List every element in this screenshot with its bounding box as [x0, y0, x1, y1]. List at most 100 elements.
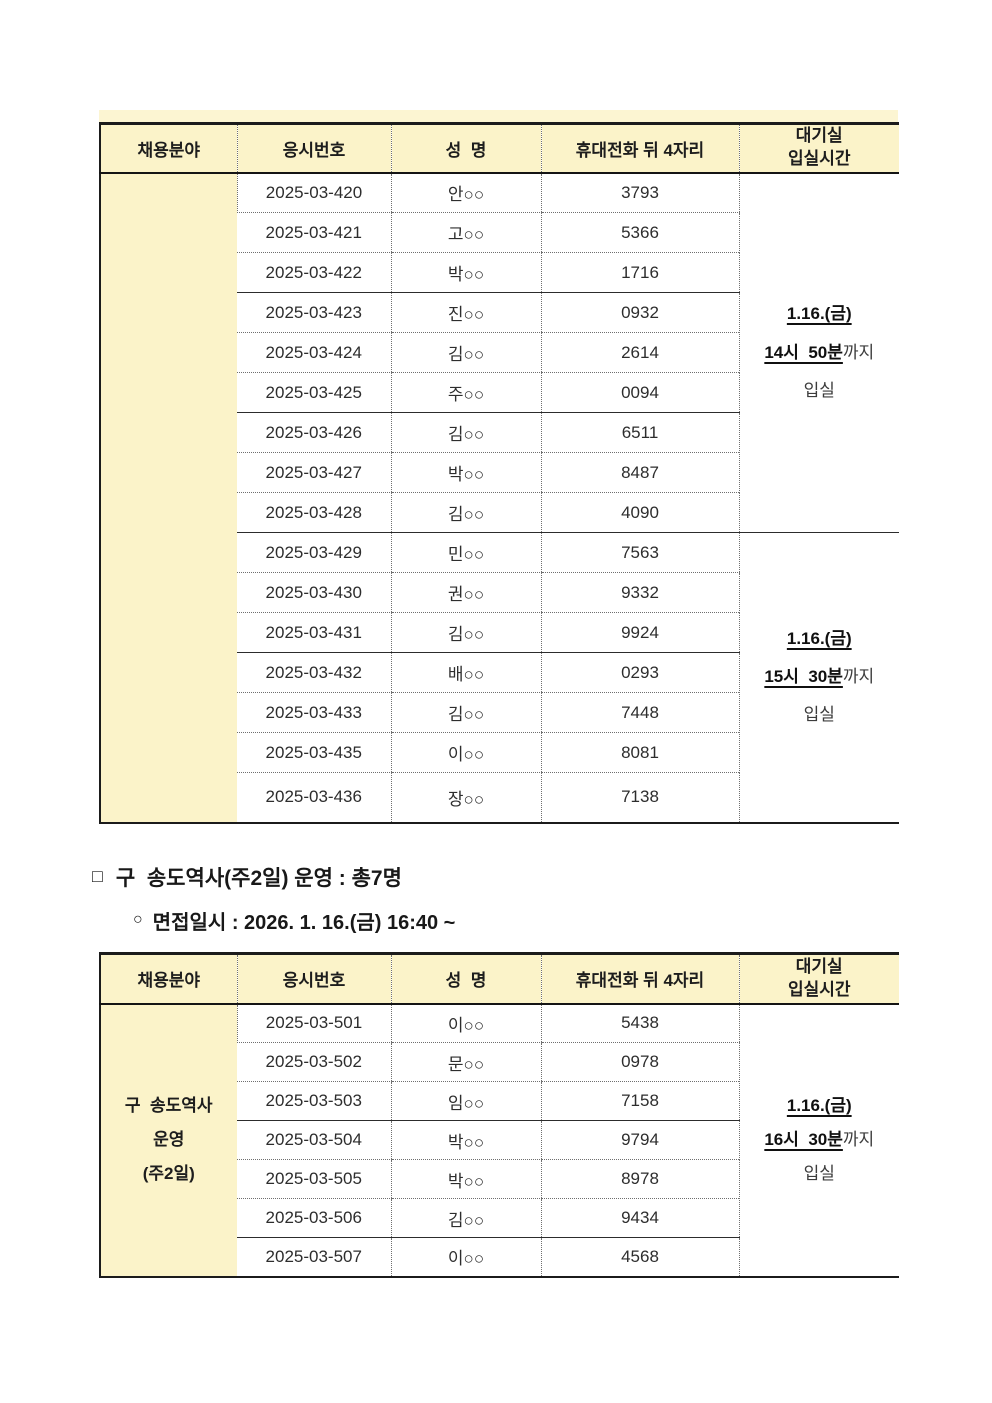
- cell-name: 안○○: [390, 172, 541, 213]
- cell-phone: 7138: [540, 772, 739, 823]
- table-row: 2025-03-428 김○○ 4090: [100, 492, 899, 533]
- cell-name: 민○○: [390, 532, 541, 573]
- table-row: 2025-03-506 김○○ 9434: [100, 1198, 899, 1238]
- waiting-time-deadline: 15시 30분까지: [740, 658, 899, 696]
- cell-phone: 9434: [540, 1198, 739, 1238]
- table-row: 2025-03-505 박○○ 8978: [100, 1159, 899, 1199]
- category-line: 운영: [153, 1130, 185, 1149]
- category-cell: [100, 172, 237, 823]
- table-row: 2025-03-421 고○○ 5366: [100, 212, 899, 253]
- cell-name: 김○○: [390, 692, 541, 733]
- table-row: 2025-03-422 박○○ 1716: [100, 252, 899, 293]
- cell-exam-number: 2025-03-431: [237, 612, 391, 653]
- cell-exam-number: 2025-03-435: [237, 732, 391, 773]
- waiting-time-date-text: 1.16.(금): [786, 628, 852, 648]
- cell-phone: 9794: [540, 1120, 739, 1160]
- cell-exam-number: 2025-03-426: [237, 412, 391, 453]
- cell-name: 김○○: [390, 332, 541, 373]
- category-line: (주2일): [142, 1164, 195, 1183]
- cell-name: 김○○: [390, 1198, 541, 1238]
- table-2-header: 채용분야 응시번호 성 명 휴대전화 뒤 4자리 대기실 입실시간: [100, 953, 899, 1005]
- table-row: 2025-03-436 장○○ 7138: [100, 772, 899, 823]
- cell-exam-number: 2025-03-428: [237, 492, 391, 533]
- table-row: 2025-03-433 김○○ 7448: [100, 692, 899, 733]
- column-header-phone: 휴대전화 뒤 4자리: [540, 953, 739, 1005]
- table-row: 2025-03-432 배○○ 0293: [100, 652, 899, 693]
- cell-phone: 6511: [540, 412, 739, 453]
- table-continuation-sliver: [99, 110, 898, 122]
- cell-name: 박○○: [390, 1159, 541, 1199]
- waiting-time-entry-text: 입실: [803, 1164, 835, 1183]
- cell-name: 박○○: [390, 1120, 541, 1160]
- table-1-header: 채용분야 응시번호 성 명 휴대전화 뒤 4자리 대기실 입실시간: [100, 123, 899, 174]
- cell-name: 이○○: [390, 1237, 541, 1277]
- table-2-body: 구 송도역사 운영 (주2일) 2025-03-501 이○○ 5438 1.16.(금) 1…: [100, 1003, 899, 1277]
- cell-phone: 0293: [540, 652, 739, 693]
- waiting-time-date: 1.16.(금): [740, 620, 899, 658]
- cell-phone: 4090: [540, 492, 739, 533]
- cell-exam-number: 2025-03-433: [237, 692, 391, 733]
- section-subtitle-text: 면접일시 : 2026. 1. 16.(금) 16:40 ~: [152, 912, 456, 934]
- table-row: 2025-03-431 김○○ 9924: [100, 612, 899, 653]
- interview-schedule-table-2: 채용분야 응시번호 성 명 휴대전화 뒤 4자리 대기실 입실시간 구 송도역사…: [99, 952, 899, 1278]
- table-row: 2025-03-424 김○○ 2614: [100, 332, 899, 373]
- table-row: 2025-03-429 민○○ 7563 1.16.(금) 15시 30분까지 입실: [100, 532, 899, 823]
- cell-name: 고○○: [390, 212, 541, 253]
- waiting-time-cell: 1.16.(금) 16시 30분까지 입실: [738, 1003, 899, 1277]
- cell-phone: 1716: [540, 252, 739, 293]
- cell-name: 이○○: [390, 732, 541, 773]
- cell-exam-number: 2025-03-507: [237, 1237, 391, 1277]
- cell-phone: 0932: [540, 292, 739, 333]
- square-bullet-icon: □: [92, 865, 103, 886]
- cell-exam-number: 2025-03-425: [237, 372, 391, 413]
- waiting-time-deadline-bold: 14시 50분: [764, 342, 843, 362]
- table-row: 2025-03-423 진○○ 0932: [100, 292, 899, 333]
- cell-phone: 9332: [540, 572, 739, 613]
- cell-phone: 8081: [540, 732, 739, 773]
- table-row: 2025-03-427 박○○ 8487: [100, 452, 899, 493]
- table-row: 2025-03-430 권○○ 9332: [100, 572, 899, 613]
- cell-name: 김○○: [390, 492, 541, 533]
- waiting-time-entry-text: 입실: [803, 705, 835, 725]
- column-header-exam-number: 응시번호: [236, 123, 391, 174]
- column-header-exam-number: 응시번호: [236, 953, 391, 1005]
- cell-phone: 5438: [540, 1003, 739, 1043]
- cell-phone: 2614: [540, 332, 739, 373]
- header-row: 채용분야 응시번호 성 명 휴대전화 뒤 4자리 대기실 입실시간: [100, 953, 899, 1005]
- cell-exam-number: 2025-03-420: [236, 172, 391, 213]
- cell-exam-number: 2025-03-501: [236, 1003, 391, 1043]
- table-1-body: 2025-03-420 안○○ 3793 1.16.(금) 14시 50분까지 입실 202…: [100, 172, 899, 823]
- cell-exam-number: 2025-03-427: [237, 452, 391, 493]
- column-header-category: 채용분야: [100, 953, 237, 1005]
- cell-exam-number: 2025-03-429: [237, 532, 391, 573]
- cell-exam-number: 2025-03-436: [237, 772, 391, 823]
- cell-name: 권○○: [390, 572, 541, 613]
- cell-phone: 9924: [540, 612, 739, 653]
- table-row: 2025-03-420 안○○ 3793 1.16.(금) 14시 50분까지 입실: [100, 172, 899, 823]
- waiting-time-cell: 1.16.(금) 14시 50분까지 입실: [738, 172, 899, 533]
- section-title-text: 구 송도역사(주2일) 운영 : 총7명: [115, 867, 402, 890]
- waiting-time-deadline-bold: 16시 30분: [764, 1130, 843, 1149]
- cell-exam-number: 2025-03-422: [237, 252, 391, 293]
- cell-name: 박○○: [390, 452, 541, 493]
- section-title: □ 구 송도역사(주2일) 운영 : 총7명: [92, 862, 402, 892]
- table-row: 2025-03-425 주○○ 0094: [100, 372, 899, 413]
- cell-name: 이○○: [390, 1003, 541, 1043]
- cell-exam-number: 2025-03-502: [237, 1042, 391, 1082]
- cell-exam-number: 2025-03-432: [237, 652, 391, 693]
- cell-name: 주○○: [390, 372, 541, 413]
- interview-schedule-table-1: 채용분야 응시번호 성 명 휴대전화 뒤 4자리 대기실 입실시간 2025-0…: [99, 122, 899, 824]
- waiting-time-date-text: 1.16.(금): [786, 1096, 852, 1115]
- column-header-category: 채용분야: [100, 123, 237, 174]
- cell-name: 김○○: [390, 612, 541, 653]
- cell-phone: 5366: [540, 212, 739, 253]
- cell-exam-number: 2025-03-506: [237, 1198, 391, 1238]
- waiting-time-deadline-suffix: 까지: [842, 667, 875, 687]
- waiting-time-date: 1.16.(금): [740, 1089, 899, 1123]
- cell-exam-number: 2025-03-424: [237, 332, 391, 373]
- cell-phone: 0094: [540, 372, 739, 413]
- column-header-phone: 휴대전화 뒤 4자리: [540, 123, 739, 174]
- cell-name: 문○○: [390, 1042, 541, 1082]
